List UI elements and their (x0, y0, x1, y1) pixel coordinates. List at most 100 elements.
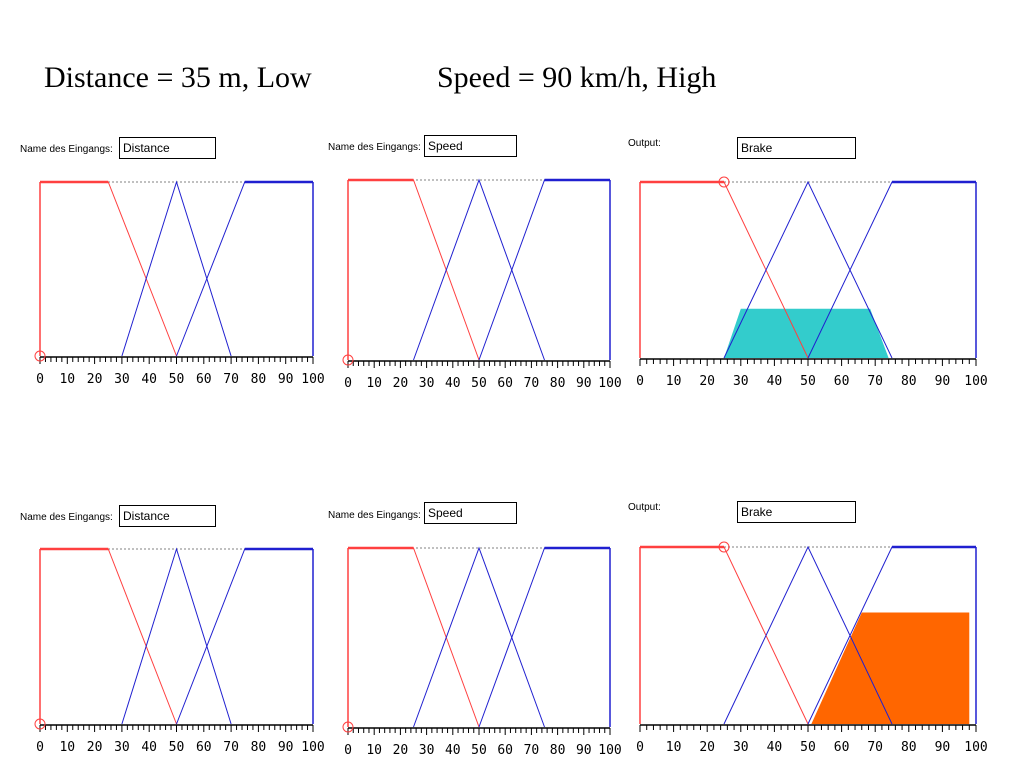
x-tick-label: 50 (169, 740, 185, 755)
x-tick-label: 20 (393, 743, 409, 758)
x-tick-label: 70 (867, 740, 883, 755)
x-tick-label: 100 (301, 740, 324, 755)
value-marker (34, 718, 46, 730)
distance-chart: 0 10 20 30 40 50 60 70 80 90 100 (34, 547, 325, 755)
headline-distance: Distance = 35 m, Low (44, 61, 312, 94)
distance-field[interactable]: Distance (119, 505, 216, 527)
x-tick-label: 30 (419, 376, 435, 391)
x-tick-label: 30 (114, 372, 130, 387)
x-tick-label: 80 (550, 376, 566, 391)
x-tick-label: 70 (524, 376, 540, 391)
membership-line-2 (121, 547, 232, 725)
x-tick-label: 10 (366, 376, 382, 391)
x-tick-label: 40 (445, 743, 461, 758)
x-tick-label: 0 (636, 740, 644, 755)
input-name-label: Name des Eingangs: (328, 142, 421, 153)
x-tick-label: 40 (141, 740, 157, 755)
x-tick-label: 80 (901, 374, 917, 389)
input-name-label: Name des Eingangs: (20, 512, 113, 523)
x-tick-label: 100 (598, 743, 621, 758)
speed-chart: 0 10 20 30 40 50 60 70 80 90 100 (342, 178, 622, 391)
x-tick-label: 20 (699, 374, 715, 389)
x-tick-label: 80 (901, 740, 917, 755)
x-tick-label: 10 (366, 743, 382, 758)
x-tick-label: 0 (36, 372, 44, 387)
x-tick-label: 30 (733, 740, 749, 755)
x-tick-label: 80 (251, 740, 267, 755)
x-tick-label: 40 (767, 740, 783, 755)
panel-speed-row1: Name des Eingangs: Speed 0 10 20 30 40 50 60 70… (326, 132, 626, 400)
x-tick-label: 60 (497, 743, 513, 758)
x-tick-label: 70 (524, 743, 540, 758)
x-tick-label: 10 (59, 740, 75, 755)
membership-line-3 (478, 547, 610, 728)
x-tick-label: 100 (964, 740, 987, 755)
x-tick-label: 90 (576, 743, 592, 758)
membership-line-2 (121, 180, 232, 357)
x-tick-label: 80 (251, 372, 267, 387)
speed-field[interactable]: Speed (424, 135, 517, 157)
value-marker (34, 350, 46, 362)
input-name-label: Name des Eingangs: (20, 144, 113, 155)
x-tick-label: 0 (36, 740, 44, 755)
x-tick-label: 80 (550, 743, 566, 758)
x-tick-label: 0 (344, 376, 352, 391)
x-tick-label: 60 (497, 376, 513, 391)
membership-line-1 (40, 548, 177, 725)
x-tick-label: 20 (699, 740, 715, 755)
x-tick-label: 60 (834, 740, 850, 755)
x-tick-label: 70 (223, 372, 239, 387)
x-tick-label: 30 (114, 740, 130, 755)
x-tick-label: 60 (196, 740, 212, 755)
panel-distance-row1: Name des Eingangs: Distance 0 10 20 30 40 50 6… (18, 132, 328, 400)
x-tick-label: 50 (471, 376, 487, 391)
membership-line-2 (723, 180, 893, 359)
output-label: Output: (628, 138, 661, 149)
membership-line-2 (723, 545, 893, 725)
x-tick-label: 10 (59, 372, 75, 387)
panel-speed-row2: Name des Eingangs: Speed 0 10 20 30 40 50 60 70… (326, 500, 626, 768)
value-marker (342, 354, 354, 366)
membership-line-3 (176, 548, 313, 725)
value-marker (718, 176, 730, 188)
speed-field[interactable]: Speed (424, 502, 517, 524)
membership-line-1 (348, 179, 480, 361)
x-tick-label: 40 (445, 376, 461, 391)
x-tick-label: 0 (636, 374, 644, 389)
panel-brake-row1: Output: Brake 0 10 20 30 40 50 60 70 80 90 100 (626, 132, 1006, 400)
result-fill-area (724, 308, 889, 358)
membership-line-1 (640, 546, 809, 725)
x-tick-label: 50 (800, 374, 816, 389)
x-tick-label: 100 (598, 376, 621, 391)
membership-line-1 (40, 181, 177, 357)
speed-chart: 0 10 20 30 40 50 60 70 80 90 100 (342, 546, 622, 758)
brake-field[interactable]: Brake (737, 501, 856, 523)
x-tick-label: 50 (800, 740, 816, 755)
x-tick-label: 100 (964, 374, 987, 389)
x-tick-label: 100 (301, 372, 324, 387)
x-tick-label: 10 (666, 374, 682, 389)
membership-line-2 (413, 546, 545, 728)
x-tick-label: 90 (576, 376, 592, 391)
x-tick-label: 30 (733, 374, 749, 389)
x-tick-label: 70 (223, 740, 239, 755)
value-marker (718, 541, 730, 553)
x-tick-label: 60 (196, 372, 212, 387)
x-tick-label: 50 (169, 372, 185, 387)
membership-line-3 (478, 179, 610, 361)
x-tick-label: 90 (278, 372, 294, 387)
x-tick-label: 60 (834, 374, 850, 389)
output-label: Output: (628, 502, 661, 513)
x-tick-label: 90 (278, 740, 294, 755)
x-tick-label: 90 (935, 740, 951, 755)
x-tick-label: 30 (419, 743, 435, 758)
membership-line-2 (413, 178, 545, 361)
x-tick-label: 50 (471, 743, 487, 758)
distance-field[interactable]: Distance (119, 137, 216, 159)
x-tick-label: 40 (767, 374, 783, 389)
result-fill-area (811, 612, 970, 724)
headline-speed: Speed = 90 km/h, High (437, 61, 717, 94)
brake-chart: 0 10 20 30 40 50 60 70 80 90 100 (636, 176, 988, 389)
x-tick-label: 40 (141, 372, 157, 387)
brake-field[interactable]: Brake (737, 137, 856, 159)
